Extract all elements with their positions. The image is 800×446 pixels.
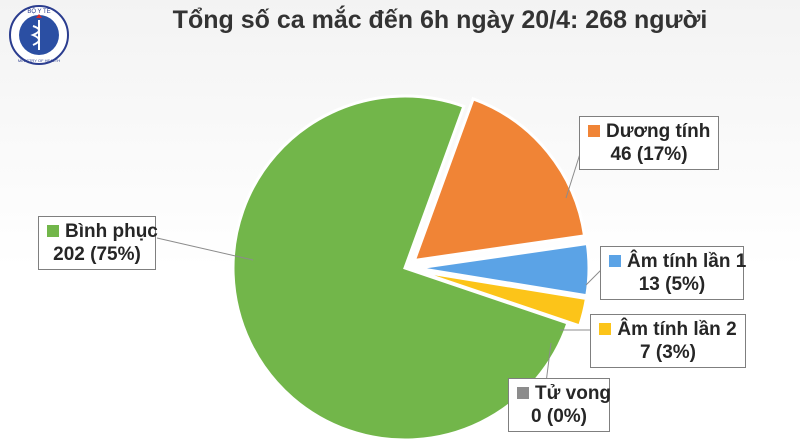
callout-am-tinh-lan-1: Âm tính lần 1 13 (5%) bbox=[600, 246, 747, 300]
chart-title: Tổng số ca mắc đến 6h ngày 20/4: 268 ngư… bbox=[172, 6, 708, 34]
logo-text: BỘ Y TẾ bbox=[27, 8, 50, 15]
slice-name-binh-phuc: Bình phục bbox=[65, 221, 158, 242]
pie-slice-am-tinh-lan-1 bbox=[416, 241, 591, 298]
slice-label-binh-phuc: 202 (75%) bbox=[53, 244, 141, 265]
slice-name-am-tinh-lan-2: Âm tính lần 2 bbox=[617, 319, 737, 340]
callout-am-tinh-lan-2: Âm tính lần 2 7 (3%) bbox=[590, 314, 746, 368]
leader-line-binh-phuc bbox=[156, 237, 254, 261]
legend-swatch-binh-phuc bbox=[47, 225, 59, 237]
pie-slice-binh-phuc bbox=[231, 94, 570, 442]
legend-swatch-am-tinh-lan-2 bbox=[599, 323, 612, 335]
callout-binh-phuc: Bình phục 202 (75%) bbox=[38, 216, 158, 270]
pie-slice-am-tinh-lan-2 bbox=[416, 269, 589, 328]
slice-name-am-tinh-lan-1: Âm tính lần 1 bbox=[627, 251, 747, 272]
slice-name-duong-tinh: Dương tính bbox=[606, 121, 711, 142]
callout-tu-vong: Tử vong 0 (0%) bbox=[508, 378, 612, 432]
ministry-of-health-logo: BỘ Y TẾ MINISTRY OF HEALTH bbox=[9, 5, 69, 65]
pie-slice-duong-tinh bbox=[412, 96, 587, 263]
slice-label-am-tinh-lan-2: 7 (3%) bbox=[640, 342, 696, 363]
slice-label-duong-tinh: 46 (17%) bbox=[610, 144, 688, 165]
slice-name-tu-vong: Tử vong bbox=[535, 383, 612, 404]
callout-duong-tinh: Dương tính 46 (17%) bbox=[579, 116, 719, 170]
slice-label-am-tinh-lan-1: 13 (5%) bbox=[638, 274, 706, 295]
legend-swatch-am-tinh-lan-1 bbox=[609, 255, 621, 267]
legend-swatch-tu-vong bbox=[517, 387, 529, 399]
logo-subtext: MINISTRY OF HEALTH bbox=[18, 58, 60, 63]
legend-swatch-duong-tinh bbox=[588, 125, 600, 137]
slice-label-tu-vong: 0 (0%) bbox=[531, 406, 587, 427]
